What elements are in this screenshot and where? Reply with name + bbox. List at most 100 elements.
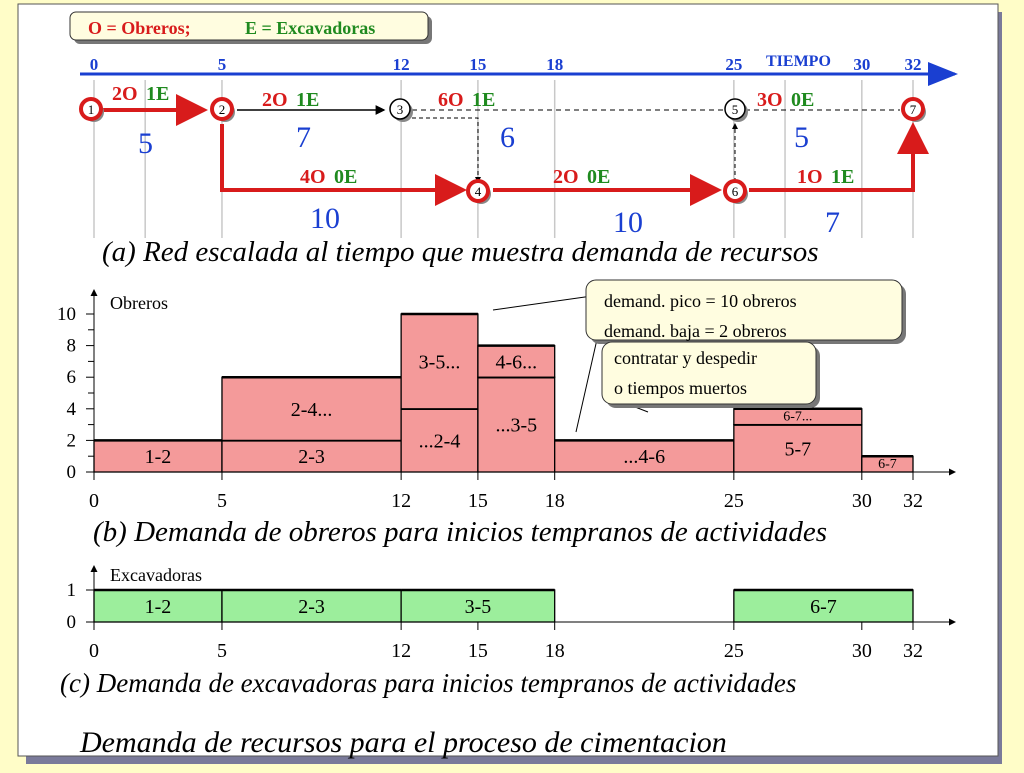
xtick-label-30: 30 [852,490,872,512]
time-axis: TIEMPO 0 5 12 15 18 25 30 32 [80,53,958,86]
res-o-2-3: 2O [262,89,288,111]
dummy-arrow-3-4 [412,117,481,183]
node-6: 6 [723,179,748,204]
xtick-label-32: 32 [903,640,923,662]
block-label: 3-5... [419,351,461,373]
excavator-ylabel: Excavadoras [110,565,202,585]
legend-excavadoras: E = Excavadoras [245,18,375,38]
ytick-label-2: 2 [67,430,77,451]
block-label: ...4-6 [623,446,665,468]
callout-low-text: demand. baja = 2 obreros [604,321,787,341]
xtick-label-18: 18 [545,640,565,662]
block-label: 1-2 [145,446,172,468]
res-o-1-2: 2O [112,83,138,105]
time-scaled-network: 1 2 3 4 5 6 7 2O 1E 2O 1E 6O 1E 3O 0E 4O… [79,83,929,268]
time-tick-12: 12 [393,55,410,74]
res-e-6-7: 1E [831,166,854,188]
xtick-label-0: 0 [89,490,99,512]
block-label: 1-2 [145,596,172,618]
time-tick-15: 15 [469,55,486,74]
dur-2-3: 7 [296,121,311,154]
ytick-label-10: 10 [57,304,76,325]
svg-text:2: 2 [219,102,226,117]
excavator-demand-chart: Excavadoras 0 1 0 5 12 15 18 25 30 32 1-2 2-3 3-5 6… [60,565,956,698]
xtick-label-15: 15 [468,640,488,662]
block-label: 3-5 [465,596,492,618]
ytick-label-0: 0 [67,462,77,483]
arrow-2-4 [220,124,467,206]
time-axis-label: TIEMPO [766,53,831,70]
block-label: 2-4... [291,399,333,421]
block-label: 6-7... [783,410,812,425]
res-e-4-6: 0E [587,166,610,188]
res-e-5-7: 0E [791,89,814,111]
xtick-label-12: 12 [391,640,411,662]
block-label: 5-7 [784,438,811,460]
caption-c: (c) Demanda de excavadoras para inicios … [60,668,796,698]
block-2-3 [221,439,402,473]
xtick-label-0: 0 [89,640,99,662]
callout-pointer-low [575,325,601,433]
dur-2-4: 10 [310,202,340,235]
time-tick-30: 30 [853,55,870,74]
node-7: 7 [901,97,926,122]
block-2-4 [221,376,402,442]
res-e-2-4: 0E [334,166,357,188]
block-3-5 [477,376,556,473]
block-label: ...3-5 [495,415,537,437]
legend-box: O = Obreros; E = Excavadoras [69,11,432,44]
res-o-4-6: 2O [553,166,579,188]
block-label: 4-6... [495,351,537,373]
xtick-label-15: 15 [468,490,488,512]
res-e-3-5: 1E [472,89,495,111]
res-e-2-3: 1E [296,89,319,111]
svg-text:6: 6 [732,184,739,199]
block-label: ...2-4 [419,430,461,452]
node-5: 5 [724,98,748,122]
callout-peak-text: demand. pico = 10 obreros [604,291,797,311]
block-label: 6-7 [810,596,837,618]
svg-text:4: 4 [475,184,482,199]
svg-text:3: 3 [397,102,404,117]
callout-hire-line2: o tiempos muertos [614,378,747,398]
dur-6-7: 7 [825,206,840,239]
block-4-6 [554,439,735,473]
res-o-2-4: 4O [300,166,326,188]
main-title: Demanda de recursos para el proceso de c… [79,726,727,759]
ytick-label-1: 1 [67,580,77,601]
block-label: 2-3 [298,446,325,468]
xtick-label-5: 5 [217,640,227,662]
block-2-4 [400,408,479,473]
time-tick-32: 32 [905,55,922,74]
time-tick-0: 0 [90,55,99,74]
dur-3-5: 6 [500,121,515,154]
res-o-6-7: 1O [797,166,823,188]
xtick-label-5: 5 [217,490,227,512]
dur-4-6: 10 [613,206,643,239]
svg-text:7: 7 [910,102,917,117]
block-label: 2-3 [298,596,325,618]
ytick-label-0: 0 [67,612,77,633]
callout-hire-line1: contratar y despedir [614,348,757,368]
block-6-7 [733,589,914,623]
node-4: 4 [466,179,491,204]
callout-demand: demand. pico = 10 obreros demand. baja =… [492,279,906,433]
res-o-5-7: 3O [757,89,783,111]
ytick-label-8: 8 [67,336,77,357]
worker-demand-chart: Obreros 0 2 4 6 8 10 0 5 12 15 18 25 30 32 1-2 2-3 2-4… [57,289,956,548]
xtick-label-18: 18 [545,490,565,512]
time-tick-25: 25 [725,55,742,74]
vertical-gridlines [93,80,914,238]
block-2-3 [221,589,402,623]
dur-5-7: 5 [794,121,809,154]
time-tick-18: 18 [546,55,563,74]
arrow-6-7 [749,122,929,192]
res-o-3-5: 6O [438,89,464,111]
dur-1-2: 5 [138,127,153,160]
ytick-label-4: 4 [67,399,77,420]
caption-b: (b) Demanda de obreros para inicios temp… [93,516,827,548]
res-e-1-2: 1E [146,83,169,105]
worker-ylabel: Obreros [110,293,168,313]
xtick-label-30: 30 [852,640,872,662]
